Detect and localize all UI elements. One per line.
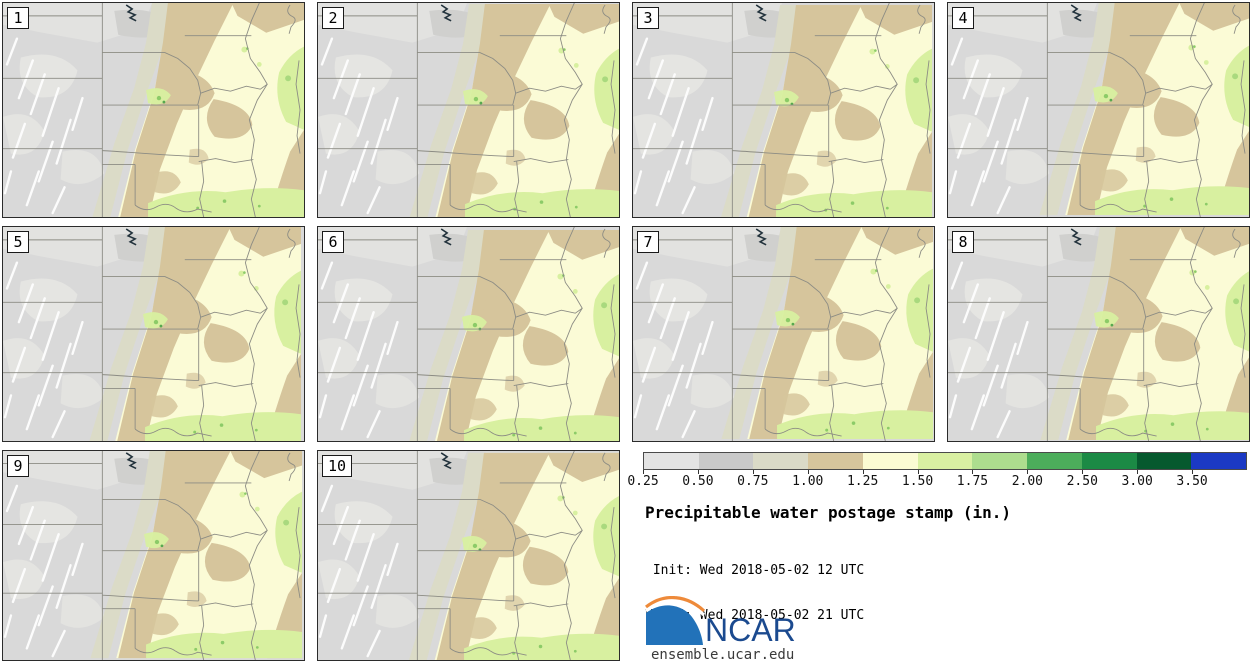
member-panel-7: 7 [632,226,935,442]
colorbar-tick-mark [972,470,974,474]
member-panel-10: 10 [317,450,620,661]
member-number-badge: 8 [952,231,974,254]
member-panel-9: 9 [2,450,305,661]
colorbar-tick-label: 0.75 [737,474,769,489]
colorbar-segment [917,453,973,469]
precipitable-water-map [633,3,934,217]
colorbar-segment [1081,453,1137,469]
member-panel-3: 3 [632,2,935,218]
colorbar-tick-label: 1.75 [956,474,989,489]
colorbar-segment [1027,453,1082,469]
member-number-badge: 1 [7,7,29,30]
colorbar-tick-mark [807,470,809,474]
precipitable-water-map [948,3,1249,217]
colorbar-tick-mark [1027,470,1029,474]
colorbar-tick-mark [862,470,864,474]
colorbar-tick-mark [1192,470,1194,474]
colorbar-segment [753,453,809,469]
init-time-label: Init: Wed 2018-05-02 12 UTC [645,563,865,578]
ncar-logo: NCAR [645,596,796,648]
colorbar-ticks: 0.25 0.50 0.75 1.00 1.25 1.50 1.75 2.00 2.50 3.00… [627,470,1247,494]
precipitable-water-map [948,227,1249,441]
member-panel-8: 8 [947,226,1250,442]
colorbar-segment [698,453,754,469]
colorbar-tick-label: 3.50 [1176,474,1208,489]
colorbar-tick-mark [643,470,644,474]
colorbar-tick-mark [697,470,699,474]
member-panel-4: 4 [947,2,1250,218]
colorbar-wrap: 0.25 0.50 0.75 1.00 1.25 1.50 1.75 2.00 2.50 3.00… [627,452,1247,494]
colorbar-tick-label: 0.50 [682,474,714,489]
ncar-swoosh-icon [645,596,705,645]
colorbar-tick-mark [917,470,919,474]
member-number-badge: 5 [7,231,29,254]
member-panel-5: 5 [2,226,305,442]
member-panel-2: 2 [317,2,620,218]
member-number-badge: 4 [952,7,974,30]
precipitable-water-map [3,227,304,441]
precipitable-water-map [318,451,619,660]
colorbar-segment [808,453,863,469]
colorbar-tick-label: 2.50 [1066,474,1098,489]
ncar-logo-text: NCAR [705,611,796,648]
precipitable-water-map [318,3,619,217]
site-url: ensemble.ucar.edu [651,647,795,663]
member-panel-6: 6 [317,226,620,442]
plot-title: Precipitable water postage stamp (in.) [645,503,1012,522]
legend-area: 0.25 0.50 0.75 1.00 1.25 1.50 1.75 2.00 2.50 3.00… [627,450,1250,663]
colorbar-tick-mark [1137,470,1139,474]
colorbar-tick-label: 1.25 [846,474,879,489]
colorbar-tick-label: 2.00 [1011,474,1044,489]
colorbar-tick-label: 3.00 [1121,474,1153,489]
member-panel-1: 1 [2,2,305,218]
member-number-badge: 2 [322,7,344,30]
colorbar-segment [972,453,1028,469]
colorbar-segment [862,453,918,469]
precipitable-water-map [633,227,934,441]
colorbar-tick-label: 1.00 [792,474,824,489]
member-number-badge: 3 [637,7,659,30]
member-number-badge: 6 [322,231,344,254]
member-number-badge: 10 [322,455,353,478]
colorbar-tick-mark [1082,470,1084,474]
member-number-badge: 9 [7,455,29,478]
colorbar-tick-label: 1.50 [901,474,934,489]
member-number-badge: 7 [637,231,659,254]
precipitable-water-map [3,3,304,217]
colorbar-tick-mark [752,470,754,474]
colorbar-tick-label: 0.25 [627,474,659,489]
colorbar-segment [644,453,699,469]
colorbar [643,452,1247,470]
colorbar-segment [1191,453,1247,469]
precipitable-water-map [318,227,619,441]
colorbar-segment [1136,453,1192,469]
precipitable-water-map [3,451,304,660]
